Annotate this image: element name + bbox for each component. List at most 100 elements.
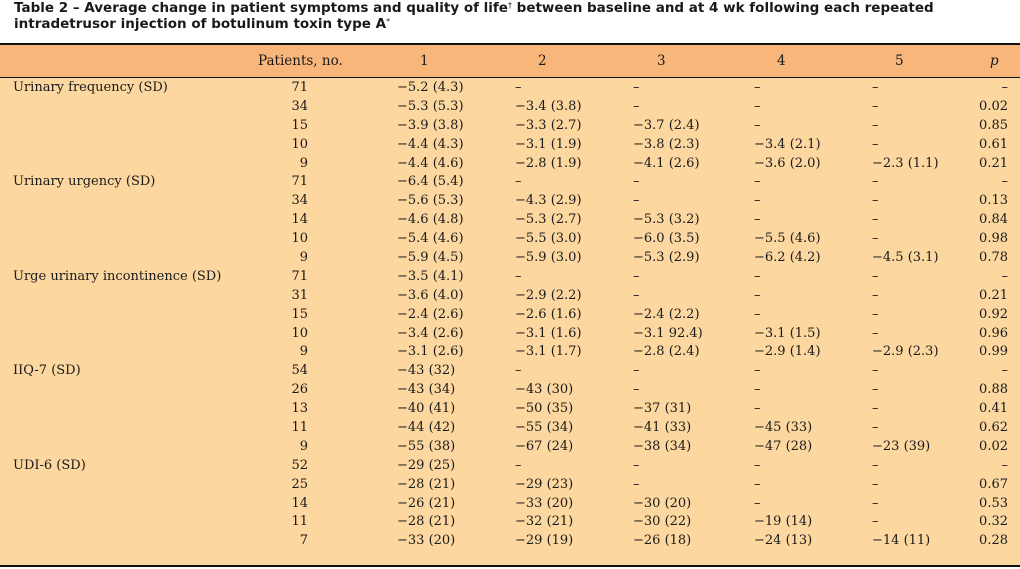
injection-1-value: −26 (21) [397,495,456,511]
caption-text-b: between baseline and at 4 wk following e… [14,0,934,32]
p-value: – [1001,174,1009,190]
injection-1-value: −4.4 (4.6) [397,155,464,171]
header-patients: Patients, no. [258,53,343,69]
injection-5-value: – [872,306,879,322]
injection-2-value: – [515,174,522,190]
p-value: 0.13 [979,193,1008,209]
injection-4-value: −5.5 (4.6) [754,231,821,247]
injection-1-value: −44 (42) [397,420,456,436]
injection-5-value: – [872,80,879,95]
patients-count: 14 [291,495,308,511]
injection-4-value: −3.1 (1.5) [754,325,821,341]
injection-4-value: −24 (13) [754,533,813,549]
injection-3-value: −26 (18) [633,533,692,549]
injection-3-value: −30 (20) [633,495,692,511]
patients-count: 25 [291,476,308,492]
header-injection-3: 3 [657,53,666,69]
injection-1-value: −40 (41) [397,401,456,417]
p-value: 0.96 [979,325,1008,341]
injection-2-value: −29 (19) [515,533,574,549]
injection-3-value: −37 (31) [633,401,692,417]
injection-2-value: −5.9 (3.0) [515,250,582,266]
injection-4-value: – [754,193,761,209]
injection-4-value: – [754,80,761,95]
injection-4-value: −47 (28) [754,438,813,454]
injection-3-value: −5.3 (2.9) [633,250,700,266]
injection-1-value: −29 (25) [397,457,456,473]
injection-1-value: −3.9 (3.8) [397,117,464,133]
patients-count: 34 [291,193,308,209]
injection-5-value: – [872,268,879,284]
injection-1-value: −5.6 (5.3) [397,193,464,209]
injection-5-value: – [872,212,879,228]
p-value: 0.78 [979,250,1008,266]
p-value: – [1001,457,1009,473]
injection-4-value: – [754,306,761,322]
injection-1-value: −4.4 (4.3) [397,136,464,152]
injection-1-value: −5.2 (4.3) [397,80,464,95]
injection-4-value: −2.9 (1.4) [754,344,821,360]
injection-5-value: – [872,117,879,133]
injection-5-value: – [872,98,879,114]
injection-5-value: – [872,476,879,492]
injection-2-value: −3.1 (1.7) [515,344,582,360]
patients-count: 15 [291,117,308,133]
injection-2-value: −5.3 (2.7) [515,212,582,228]
injection-5-value: – [872,136,879,152]
injection-4-value: – [754,401,761,417]
table-header: Patients, no. 1 2 3 4 5 p [0,45,1020,78]
injection-3-value: −5.3 (3.2) [633,212,700,228]
injection-5-value: −2.9 (2.3) [872,344,939,360]
injection-5-value: – [872,193,879,209]
patients-count: 7 [299,533,308,549]
data-table: Patients, no. 1 2 3 4 5 p Urinary freque… [0,43,1020,567]
table-row: 11 −44 (42) −55 (34) −41 (33) −45 (33) – 0.62 [0,419,1020,438]
injection-2-value: −43 (30) [515,382,574,398]
patients-count: 11 [291,420,308,436]
injection-1-value: −3.4 (2.6) [397,325,464,341]
injection-2-value: −32 (21) [515,514,574,530]
injection-4-value: −3.6 (2.0) [754,155,821,171]
injection-2-value: −4.3 (2.9) [515,193,582,209]
injection-3-value: – [633,382,640,398]
injection-5-value: −2.3 (1.1) [872,155,939,171]
table-row: 31 −3.6 (4.0) −2.9 (2.2) – – – 0.21 [0,287,1020,306]
patients-count: 11 [291,514,308,530]
injection-5-value: – [872,514,879,530]
p-value: 0.21 [979,155,1008,171]
patients-count: 9 [299,155,308,171]
injection-1-value: −6.4 (5.4) [397,174,464,190]
header-injection-5: 5 [895,53,904,69]
patients-count: 14 [291,212,308,228]
injection-3-value: – [633,363,640,379]
injection-1-value: −28 (21) [397,514,456,530]
injection-5-value: −14 (11) [872,533,931,549]
injection-3-value: −30 (22) [633,514,692,530]
p-value: 0.28 [979,533,1008,549]
injection-2-value: −50 (35) [515,401,574,417]
injection-3-value: −3.8 (2.3) [633,136,700,152]
p-value: 0.88 [979,382,1008,398]
injection-4-value: −3.4 (2.1) [754,136,821,152]
injection-3-value: – [633,476,640,492]
table-row: 10 −3.4 (2.6) −3.1 (1.6) −3.1 92.4) −3.1 (1.… [0,325,1020,344]
header-p-value: p [990,53,999,69]
injection-2-value: −2.8 (1.9) [515,155,582,171]
table-row: 26 −43 (34) −43 (30) – – – 0.88 [0,381,1020,400]
injection-3-value: −6.0 (3.5) [633,231,700,247]
header-injection-2: 2 [538,53,547,69]
header-injection-4: 4 [777,53,786,69]
injection-3-value: – [633,98,640,114]
injection-5-value: −23 (39) [872,438,931,454]
injection-3-value: −2.4 (2.2) [633,306,700,322]
table-row: 9 −4.4 (4.6) −2.8 (1.9) −4.1 (2.6) −3.6 (2.0… [0,155,1020,174]
p-value: 0.98 [979,231,1008,247]
patients-count: 71 [291,80,308,95]
p-value: 0.67 [979,476,1008,492]
injection-2-value: −3.1 (1.6) [515,325,582,341]
patients-count: 9 [299,344,308,360]
table-row: UDI-6 (SD) 52 −29 (25) – – – – – [0,457,1020,476]
injection-3-value: −38 (34) [633,438,692,454]
table-caption: Table 2 – Average change in patient symp… [14,0,1014,32]
table-row: Urinary frequency (SD) 71 −5.2 (4.3) – – – – – [0,79,1020,98]
